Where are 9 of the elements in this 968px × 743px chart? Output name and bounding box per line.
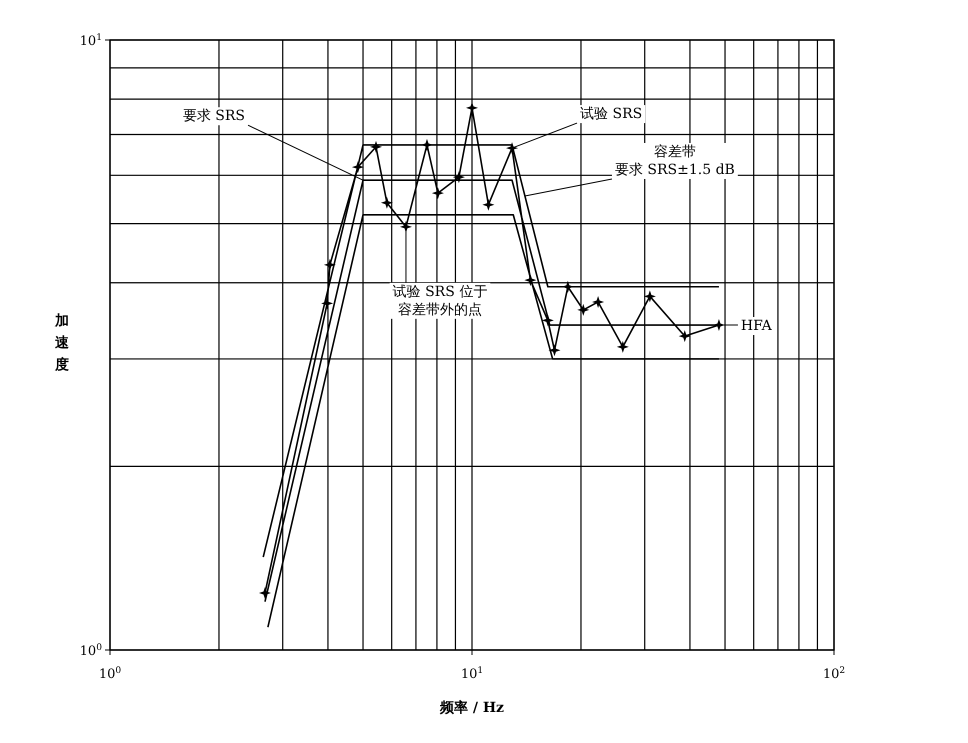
y-axis-title: 加速度 bbox=[54, 313, 70, 373]
x-tick-label: 10$^{0}$ bbox=[98, 666, 122, 682]
annotation: HFA bbox=[740, 318, 773, 334]
x-tick-label: 10$^{2}$ bbox=[822, 666, 846, 682]
annotation: 要求 SRS bbox=[180, 107, 364, 181]
x-axis-title: 频率 / Hz bbox=[438, 699, 504, 716]
annotation: 要求 SRS bbox=[182, 108, 246, 124]
x-tick-label: 10$^{1}$ bbox=[460, 666, 484, 682]
annotation: 试验 SRS bbox=[580, 106, 642, 122]
